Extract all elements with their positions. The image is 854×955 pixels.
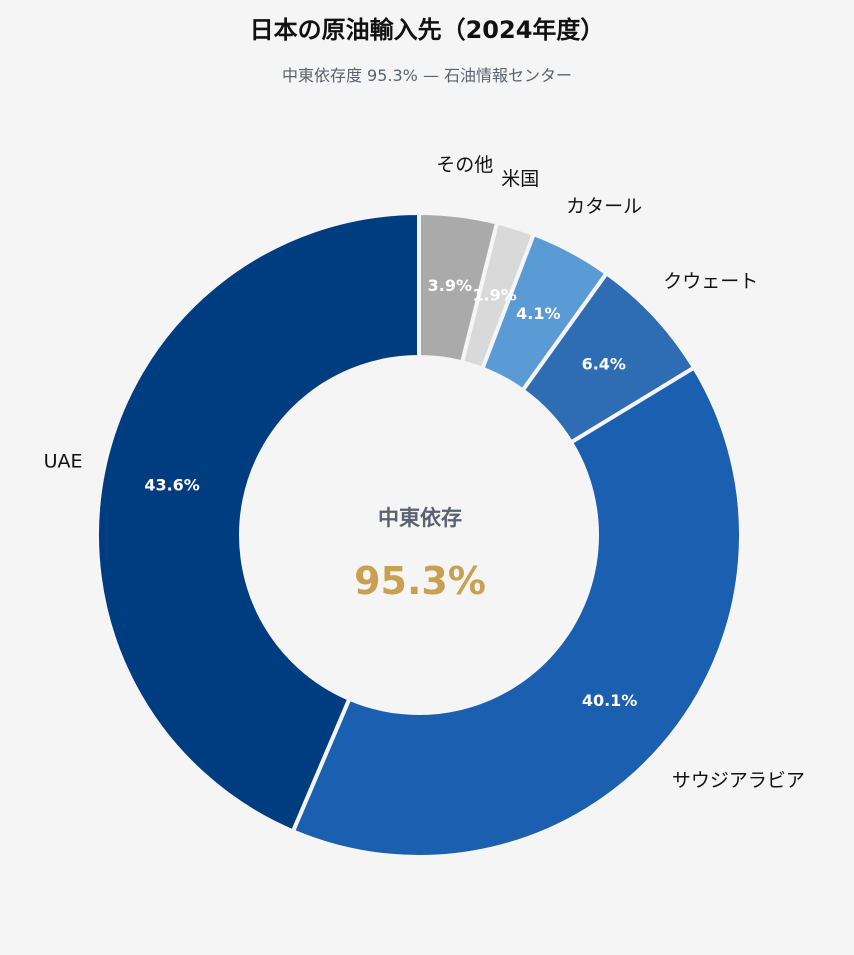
- chart-title: 日本の原油輸入先（2024年度）: [249, 16, 605, 44]
- slice-3-value-label: 6.4%: [582, 355, 626, 374]
- chart-subtitle: 中東依存度 95.3% — 石油情報センター: [281, 66, 573, 85]
- slice-1-value-label: 1.9%: [472, 286, 516, 305]
- slice-5-category-label: UAE: [44, 450, 83, 472]
- slice-value-labels: 3.9%1.9%4.1% 6.4% 40.1% 43.6%: [144, 276, 637, 710]
- slice-1-category-label: 米国: [501, 168, 539, 190]
- slice-0-category-label: その他: [436, 154, 493, 176]
- donut-slices: [95, 211, 743, 859]
- center-label: 中東依存: [378, 506, 462, 530]
- slice-2-value-label: 4.1%: [516, 304, 560, 323]
- slice-0-value-label: 3.9%: [428, 276, 472, 295]
- slice-2-category-label: カタール: [566, 196, 642, 218]
- slice-4-category-label: サウジアラビア: [672, 770, 805, 792]
- slice-3-category-label: クウェート: [663, 271, 758, 293]
- center-value: 95.3%: [354, 559, 486, 603]
- slice-5-wedge: [95, 211, 421, 834]
- slice-4-value-label: 40.1%: [582, 691, 638, 710]
- slice-4-wedge: [290, 365, 743, 859]
- slice-5-value-label: 43.6%: [144, 476, 200, 495]
